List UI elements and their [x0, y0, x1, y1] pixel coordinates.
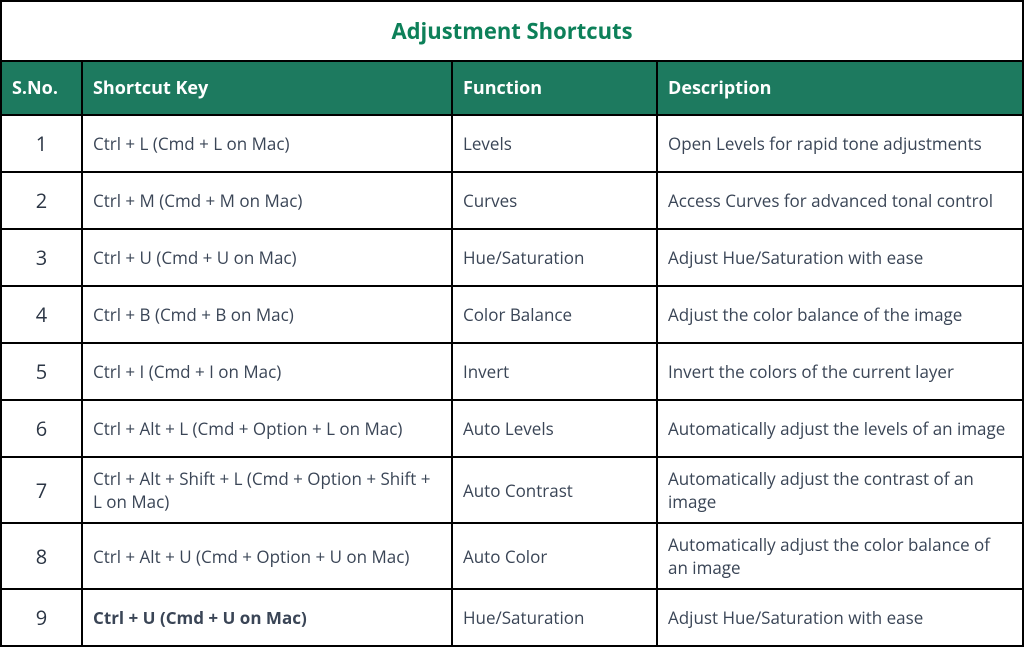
table-row: 9Ctrl + U (Cmd + U on Mac)Hue/Saturation…	[2, 589, 1022, 645]
table-row: 1Ctrl + L (Cmd + L on Mac)LevelsOpen Lev…	[2, 115, 1022, 172]
cell-function: Auto Color	[452, 523, 657, 589]
cell-function: Invert	[452, 343, 657, 400]
cell-shortcut: Ctrl + M (Cmd + M on Mac)	[82, 172, 452, 229]
header-shortcut: Shortcut Key	[82, 62, 452, 115]
table-row: 5Ctrl + I (Cmd + I on Mac)InvertInvert t…	[2, 343, 1022, 400]
cell-function: Curves	[452, 172, 657, 229]
cell-description: Adjust Hue/Saturation with ease	[657, 229, 1022, 286]
cell-description: Open Levels for rapid tone adjustments	[657, 115, 1022, 172]
cell-sno: 2	[2, 172, 82, 229]
cell-function: Hue/Saturation	[452, 589, 657, 645]
shortcuts-table: S.No. Shortcut Key Function Description …	[2, 62, 1022, 645]
cell-description: Invert the colors of the current layer	[657, 343, 1022, 400]
table-title-row: Adjustment Shortcuts	[2, 2, 1022, 62]
cell-function: Hue/Saturation	[452, 229, 657, 286]
cell-sno: 5	[2, 343, 82, 400]
table-row: 2Ctrl + M (Cmd + M on Mac)CurvesAccess C…	[2, 172, 1022, 229]
shortcuts-table-container: Adjustment Shortcuts S.No. Shortcut Key …	[0, 0, 1024, 647]
cell-sno: 7	[2, 457, 82, 523]
cell-shortcut: Ctrl + I (Cmd + I on Mac)	[82, 343, 452, 400]
table-title: Adjustment Shortcuts	[391, 16, 632, 46]
table-header: S.No. Shortcut Key Function Description	[2, 62, 1022, 115]
cell-function: Color Balance	[452, 286, 657, 343]
table-row: 3Ctrl + U (Cmd + U on Mac)Hue/Saturation…	[2, 229, 1022, 286]
cell-shortcut: Ctrl + Alt + L (Cmd + Option + L on Mac)	[82, 400, 452, 457]
cell-description: Adjust the color balance of the image	[657, 286, 1022, 343]
table-row: 7Ctrl + Alt + Shift + L (Cmd + Option + …	[2, 457, 1022, 523]
cell-shortcut: Ctrl + U (Cmd + U on Mac)	[82, 229, 452, 286]
cell-function: Auto Levels	[452, 400, 657, 457]
cell-description: Automatically adjust the color balance o…	[657, 523, 1022, 589]
cell-shortcut: Ctrl + Alt + U (Cmd + Option + U on Mac)	[82, 523, 452, 589]
cell-shortcut: Ctrl + U (Cmd + U on Mac)	[82, 589, 452, 645]
cell-function: Auto Contrast	[452, 457, 657, 523]
table-body: 1Ctrl + L (Cmd + L on Mac)LevelsOpen Lev…	[2, 115, 1022, 645]
cell-function: Levels	[452, 115, 657, 172]
cell-description: Adjust Hue/Saturation with ease	[657, 589, 1022, 645]
cell-description: Access Curves for advanced tonal control	[657, 172, 1022, 229]
cell-sno: 9	[2, 589, 82, 645]
cell-sno: 3	[2, 229, 82, 286]
cell-description: Automatically adjust the levels of an im…	[657, 400, 1022, 457]
cell-shortcut: Ctrl + L (Cmd + L on Mac)	[82, 115, 452, 172]
table-row: 6Ctrl + Alt + L (Cmd + Option + L on Mac…	[2, 400, 1022, 457]
cell-shortcut: Ctrl + Alt + Shift + L (Cmd + Option + S…	[82, 457, 452, 523]
table-row: 4Ctrl + B (Cmd + B on Mac)Color BalanceA…	[2, 286, 1022, 343]
cell-description: Automatically adjust the contrast of an …	[657, 457, 1022, 523]
header-function: Function	[452, 62, 657, 115]
cell-sno: 1	[2, 115, 82, 172]
cell-sno: 8	[2, 523, 82, 589]
header-row: S.No. Shortcut Key Function Description	[2, 62, 1022, 115]
header-description: Description	[657, 62, 1022, 115]
cell-sno: 6	[2, 400, 82, 457]
cell-shortcut: Ctrl + B (Cmd + B on Mac)	[82, 286, 452, 343]
table-row: 8Ctrl + Alt + U (Cmd + Option + U on Mac…	[2, 523, 1022, 589]
header-sno: S.No.	[2, 62, 82, 115]
cell-sno: 4	[2, 286, 82, 343]
